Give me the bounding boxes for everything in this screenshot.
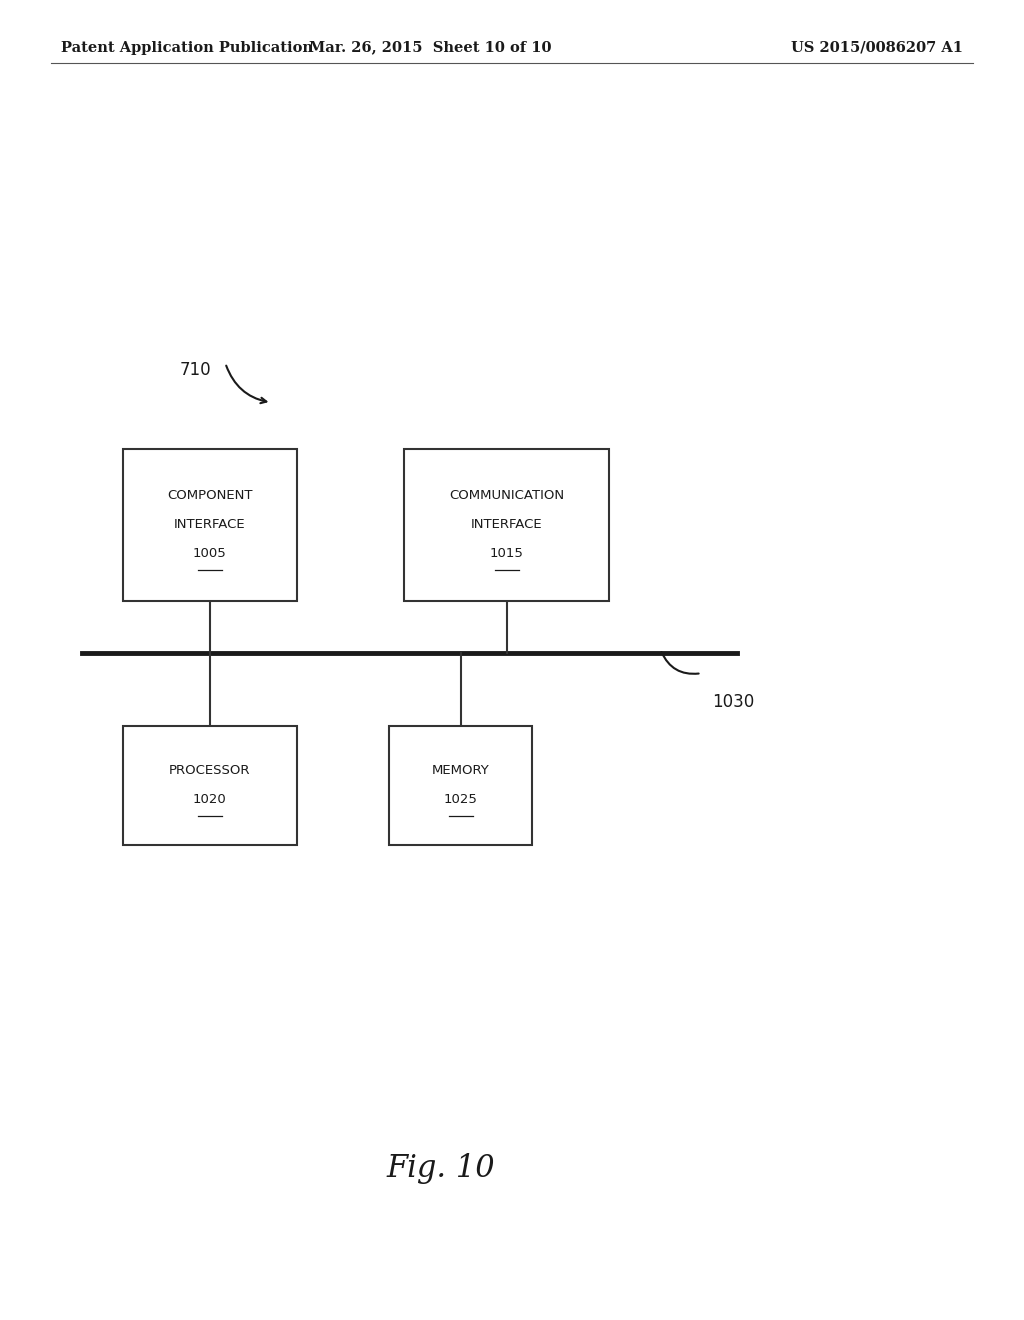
Text: 1025: 1025 <box>443 793 478 807</box>
FancyBboxPatch shape <box>404 449 609 601</box>
FancyBboxPatch shape <box>389 726 532 845</box>
Text: MEMORY: MEMORY <box>432 764 489 777</box>
Text: COMPONENT: COMPONENT <box>167 490 253 502</box>
Text: COMMUNICATION: COMMUNICATION <box>450 490 564 502</box>
Text: INTERFACE: INTERFACE <box>174 519 246 531</box>
FancyBboxPatch shape <box>123 726 297 845</box>
Text: Patent Application Publication: Patent Application Publication <box>61 41 313 54</box>
Text: 1020: 1020 <box>194 793 226 807</box>
Text: PROCESSOR: PROCESSOR <box>169 764 251 777</box>
Text: Fig. 10: Fig. 10 <box>386 1152 495 1184</box>
Text: Mar. 26, 2015  Sheet 10 of 10: Mar. 26, 2015 Sheet 10 of 10 <box>309 41 551 54</box>
Text: 1030: 1030 <box>712 693 754 711</box>
Text: 710: 710 <box>179 360 211 379</box>
Text: US 2015/0086207 A1: US 2015/0086207 A1 <box>791 41 963 54</box>
FancyBboxPatch shape <box>123 449 297 601</box>
Text: 1015: 1015 <box>489 548 524 560</box>
Text: INTERFACE: INTERFACE <box>471 519 543 531</box>
Text: 1005: 1005 <box>194 548 226 560</box>
